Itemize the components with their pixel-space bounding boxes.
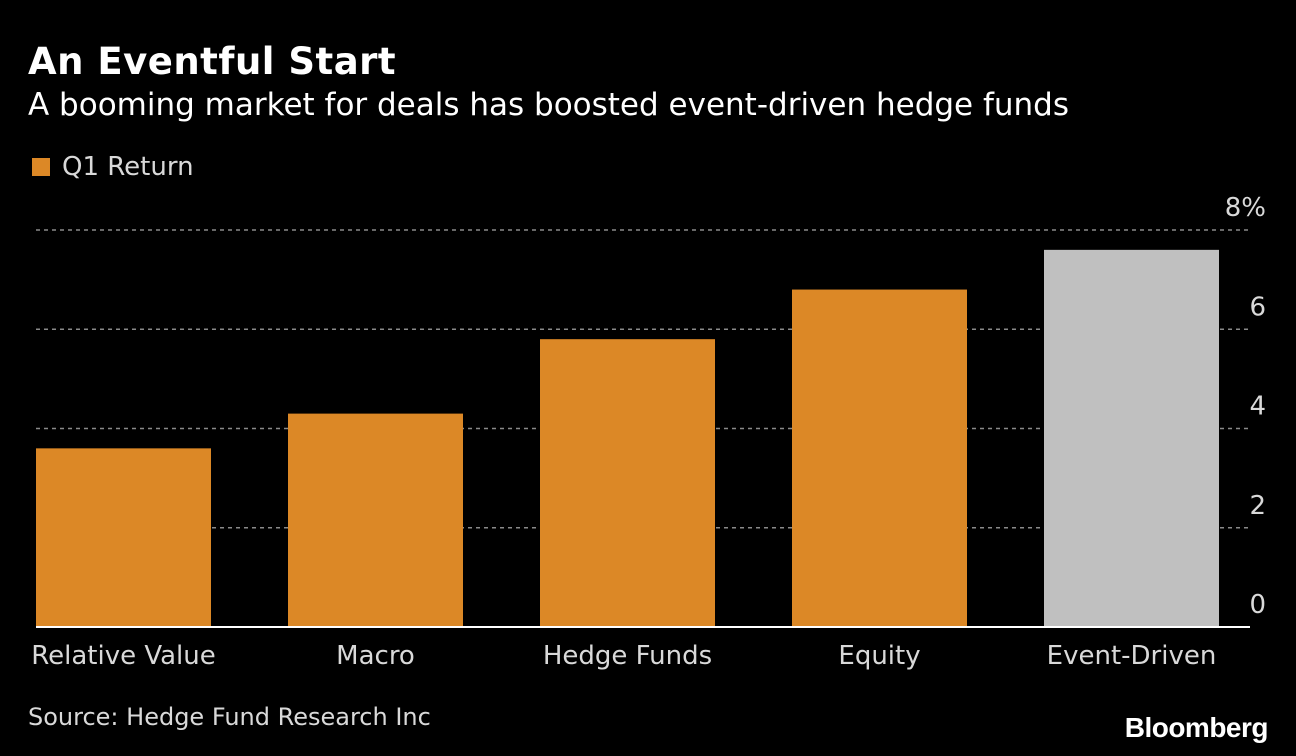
x-tick-label: Event-Driven bbox=[1047, 641, 1217, 671]
bar-equity bbox=[792, 289, 967, 627]
legend: Q1 Return bbox=[32, 152, 194, 182]
bar-macro bbox=[288, 413, 463, 627]
legend-swatch bbox=[32, 158, 50, 176]
y-tick-label: 2 bbox=[1249, 491, 1266, 521]
source-note: Source: Hedge Fund Research Inc bbox=[28, 703, 431, 731]
y-tick-label: 0 bbox=[1249, 590, 1266, 620]
bar-hedge-funds bbox=[540, 339, 715, 627]
chart-title: An Eventful Start bbox=[28, 40, 397, 83]
y-tick-label: 4 bbox=[1249, 392, 1266, 422]
chart-subtitle: A booming market for deals has boosted e… bbox=[28, 87, 1070, 123]
bloomberg-logo: Bloomberg bbox=[1124, 712, 1269, 743]
y-tick-label: 8% bbox=[1225, 193, 1266, 223]
x-tick-label: Hedge Funds bbox=[543, 641, 712, 671]
x-tick-label: Macro bbox=[336, 641, 415, 671]
bar-relative-value bbox=[36, 448, 211, 627]
x-tick-label: Equity bbox=[838, 641, 920, 671]
x-tick-label: Relative Value bbox=[31, 641, 216, 671]
legend-label: Q1 Return bbox=[62, 152, 194, 182]
bar-event-driven bbox=[1044, 249, 1219, 627]
y-tick-label: 6 bbox=[1249, 292, 1266, 322]
